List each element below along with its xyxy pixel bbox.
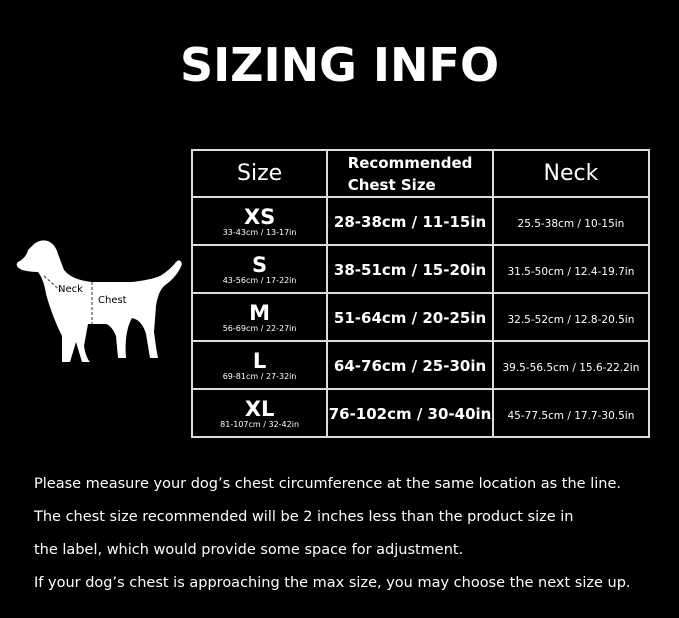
neck-size: 39.5-56.5cm / 15.6-22.2in [502, 361, 640, 374]
measurement-notes: Please measure your dog’s chest circumfe… [34, 468, 631, 600]
note-line: The chest size recommended will be 2 inc… [34, 509, 574, 525]
product-size: 56-69cm / 22-27in [222, 323, 297, 333]
chest-size: 51-64cm / 20-25in [333, 308, 487, 327]
product-size: 81-107cm / 32-42in [220, 419, 300, 429]
header-size: Size [237, 161, 283, 186]
page-title: SIZING INFO [179, 38, 500, 92]
header-chest-line2: Chest Size [347, 175, 436, 194]
table-row: XL 81-107cm / 32-42in 76-102cm / 30-40in … [190, 388, 651, 438]
neck-size: 25.5-38cm / 10-15in [517, 217, 625, 230]
table-header-row: Size Recommended Chest Size Neck [190, 149, 651, 198]
table-row: S 43-56cm / 17-22in 38-51cm / 15-20in 31.… [190, 244, 651, 294]
size-label: M [249, 300, 271, 325]
chest-size: 38-51cm / 15-20in [333, 260, 487, 279]
chest-size: 76-102cm / 30-40in [328, 404, 492, 423]
chest-size: 64-76cm / 25-30in [333, 356, 487, 375]
table-row: M 56-69cm / 22-27in 51-64cm / 20-25in 32.… [190, 292, 651, 342]
neck-line [43, 275, 63, 293]
header-chest-line1: Recommended [347, 153, 473, 172]
sizing-table: Size Recommended Chest Size Neck XS 33-43c… [190, 149, 651, 438]
size-label: XS [243, 204, 276, 229]
header-neck: Neck [543, 161, 599, 186]
note-line: If your dog’s chest is approaching the m… [34, 575, 631, 591]
dog-silhouette [16, 240, 182, 362]
note-line: Please measure your dog’s chest circumfe… [34, 476, 621, 492]
table-row: XS 33-43cm / 13-17in 28-38cm / 11-15in 25… [190, 196, 651, 246]
neck-size: 31.5-50cm / 12.4-19.7in [507, 265, 635, 278]
size-label: L [252, 348, 267, 373]
header-chest: Recommended Chest Size [348, 152, 473, 196]
note-line: the label, which would provide some spac… [34, 542, 464, 558]
table-row: L 69-81cm / 27-32in 64-76cm / 25-30in 39.… [190, 340, 651, 390]
neck-size: 45-77.5cm / 17.7-30.5in [507, 409, 635, 422]
neck-size: 32.5-52cm / 12.8-20.5in [507, 313, 635, 326]
neck-label: Neck [58, 284, 83, 295]
product-size: 69-81cm / 27-32in [222, 371, 297, 381]
chest-size: 28-38cm / 11-15in [333, 212, 487, 231]
product-size: 33-43cm / 13-17in [222, 227, 297, 237]
product-size: 43-56cm / 17-22in [222, 275, 297, 285]
dog-illustration: Neck Chest [16, 240, 182, 362]
chest-label: Chest [98, 295, 127, 306]
size-label: S [252, 252, 268, 277]
size-label: XL [244, 396, 275, 421]
